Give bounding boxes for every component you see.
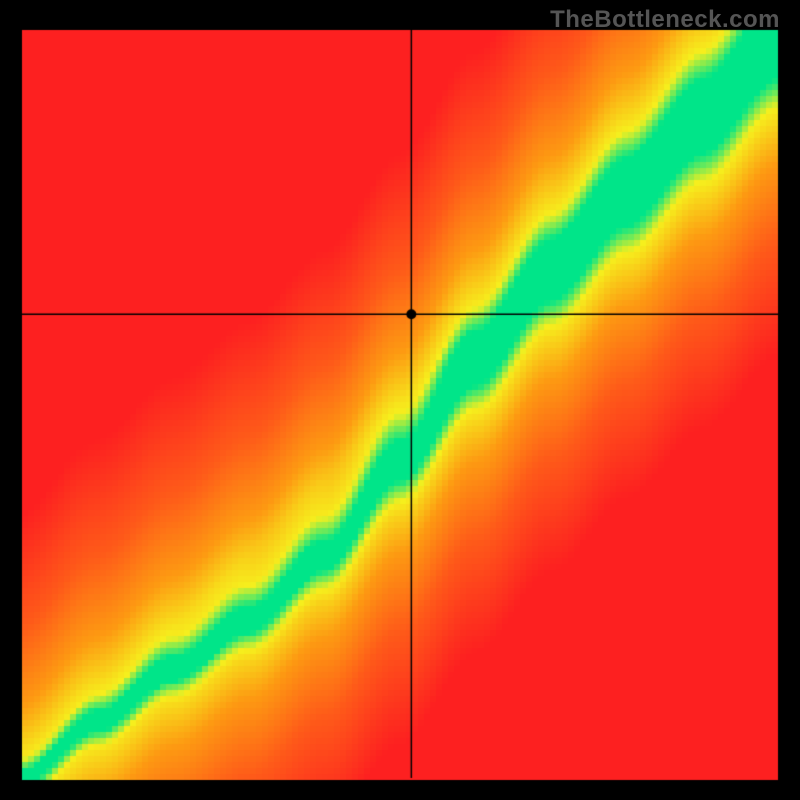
bottleneck-heatmap: [0, 0, 800, 800]
watermark-text: TheBottleneck.com: [550, 6, 780, 34]
